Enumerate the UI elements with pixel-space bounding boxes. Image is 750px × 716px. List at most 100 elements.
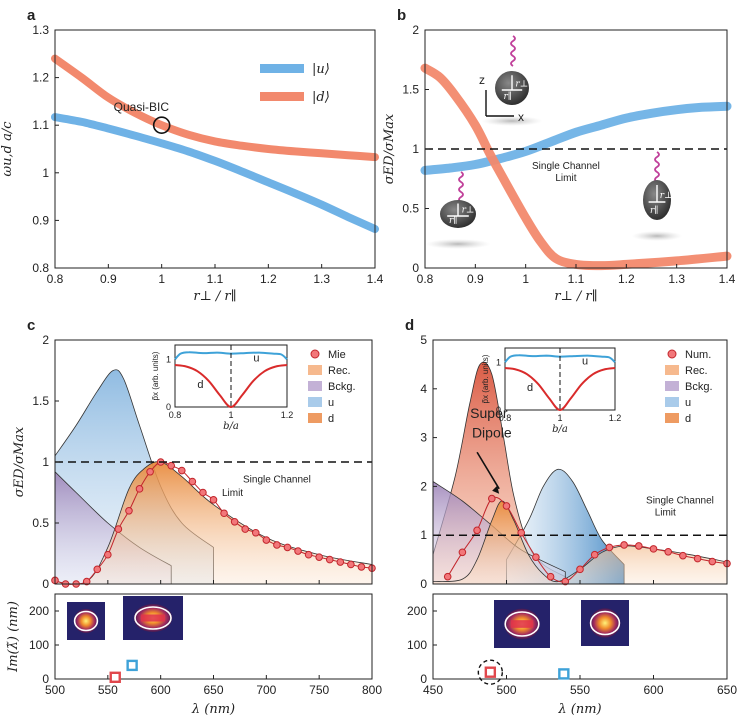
single-channel-label: Single Channel [646, 495, 714, 506]
num-point [590, 550, 599, 559]
y-tick-label: 1 [420, 528, 427, 542]
num-point [605, 543, 614, 552]
sphere-shadow [425, 239, 491, 249]
light-wave-icon [510, 35, 516, 67]
super-dipole-label: Super [470, 405, 508, 421]
mie-point [262, 536, 271, 544]
y-tick-label: 3 [420, 431, 427, 445]
panel-c-im: 500 550 600 650 700 750 800 0 100 200 λ (nm) Im(λ̃)… [6, 593, 382, 716]
mode-d-pole [109, 671, 121, 683]
num-point [532, 553, 540, 561]
mode-field-hotspot [73, 608, 99, 634]
single-channel-label: Limit [555, 173, 576, 184]
mie-point [188, 477, 197, 486]
legend-entry: Rec. [685, 365, 708, 377]
x-tick-label: 450 [423, 683, 443, 697]
mie-point [347, 560, 355, 569]
inset-x-title: b/a [552, 424, 568, 435]
num-point [546, 572, 555, 581]
legend-swatch [308, 413, 322, 423]
legend-swatch [308, 365, 322, 375]
y-tick-label: 0 [42, 672, 49, 686]
series-d-line [420, 63, 732, 271]
x-axis-title: λ (nm) [557, 702, 601, 716]
x-tick-label: 1.4 [719, 272, 736, 286]
sphere-shadow [631, 231, 683, 241]
inset-x-tick-label: 0.8 [169, 410, 182, 420]
y-tick-label: 0.9 [32, 213, 49, 227]
axes-frame [432, 593, 728, 680]
num-point [679, 551, 687, 560]
num-point [458, 548, 467, 557]
mie-point [304, 550, 313, 559]
inset-d-label: d [527, 382, 533, 394]
x-tick-label: 500 [45, 683, 65, 697]
y-tick-label: 0.8 [32, 261, 49, 275]
radius-label: r⊥ [462, 206, 475, 216]
y-tick-label: 0 [412, 261, 419, 275]
legend-entry: Num. [685, 349, 711, 361]
x-tick-label: 600 [643, 683, 663, 697]
legend-swatch [308, 397, 322, 407]
legend-swatch [665, 413, 679, 423]
inset-y-title: p̃x (arb. units) [151, 351, 160, 400]
y-tick-label: 0.5 [402, 202, 419, 216]
y-tick-label: 100 [29, 638, 49, 652]
num-point [635, 542, 643, 550]
legend-entry: u [328, 397, 334, 409]
legend-entry: |d⟩ [312, 90, 330, 105]
x-tick-label: 700 [256, 683, 276, 697]
mie-point [167, 461, 176, 470]
legend-marker [310, 349, 320, 359]
quasi-bic-marker [152, 116, 171, 134]
panel-a: 0.8 0.9 1 1.1 1.2 1.3 1.4 0.8 0.9 1 1.1 1.2 1.3 r⊥ / … [0, 7, 384, 304]
x-tick-label: 1.2 [260, 272, 277, 286]
inset-u-label: u [582, 356, 588, 368]
mie-point [93, 565, 102, 574]
panel-b: 0.8 0.9 1 1.1 1.2 1.3 1.4 0 0.5 1 1.5 2 r⊥ / r∥ σED/σ… [382, 7, 736, 304]
mie-point [230, 517, 239, 526]
inset-x-tick-label: 1 [557, 413, 562, 423]
highlight-circle [477, 659, 504, 685]
y-tick-label: 1.1 [32, 118, 49, 132]
y-tick-label: 1 [412, 142, 419, 156]
panel-letter: d [405, 317, 414, 334]
super-dipole-arrow [476, 451, 500, 490]
x-axis-title: r⊥ / r∥ [554, 289, 597, 304]
inset-d-line [504, 367, 616, 412]
y-tick-label: 0 [420, 577, 427, 591]
x-axis-label: x [518, 110, 524, 124]
inset-y-tick-label: 1 [496, 357, 501, 367]
legend-entry: d [685, 413, 691, 425]
legend-entry: u [685, 397, 691, 409]
y-axis-title: σED/σMax [382, 113, 397, 184]
inset-x-title: b/a [223, 421, 239, 432]
radius-label: r⊥ [660, 191, 673, 201]
inset-x-tick-label: 1.2 [609, 413, 622, 423]
x-tick-label: 1 [158, 272, 165, 286]
y-tick-label: 1.2 [32, 71, 49, 85]
legend-swatch [260, 92, 304, 101]
legend-swatch [308, 381, 322, 391]
x-tick-label: 800 [362, 683, 382, 697]
inset-x-tick-label: 1 [228, 410, 233, 420]
legend-entry: Mie [328, 349, 346, 361]
y-tick-label: 5 [420, 333, 427, 347]
x-axis-title: r⊥ / r∥ [193, 289, 236, 304]
mie-point [209, 496, 218, 504]
mie-point [294, 547, 302, 555]
mie-point [125, 507, 133, 515]
y-tick-label: 0 [42, 577, 49, 591]
radius-label: r⊥ [515, 79, 528, 89]
inset-y-tick-label: 0 [166, 402, 171, 412]
mie-point [114, 525, 123, 533]
super-dipole-label: Dipole [472, 425, 512, 441]
y-tick-label: 4 [420, 382, 427, 396]
x-tick-label: 1.4 [367, 272, 384, 286]
mie-point [220, 509, 228, 518]
mie-point [357, 563, 366, 571]
panel-letter: c [27, 317, 35, 334]
series-d-line [51, 54, 379, 162]
